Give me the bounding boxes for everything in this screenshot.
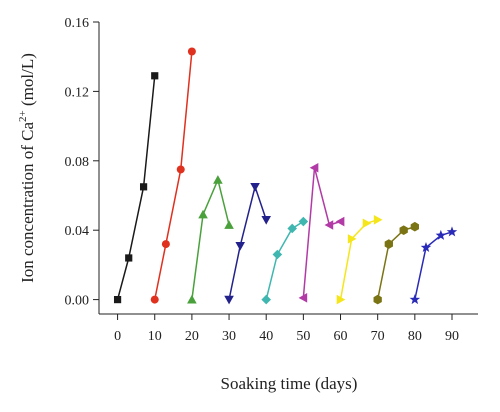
- y-tick-label: 0.04: [65, 224, 90, 239]
- data-point-triangle-down: [224, 295, 234, 305]
- series-6: [298, 162, 345, 303]
- data-point-triangle-down: [250, 182, 260, 192]
- series-line: [116, 75, 156, 300]
- series-line: [376, 226, 416, 300]
- data-point-triangle-left: [298, 293, 308, 303]
- data-point-circle: [161, 240, 170, 249]
- data-point-diamond: [287, 223, 298, 234]
- data-point-square: [151, 72, 159, 80]
- series-line: [228, 184, 267, 300]
- data-point-triangle-up: [224, 220, 234, 229]
- x-tick-label: 80: [408, 329, 422, 344]
- y-tick-label: 0.00: [65, 294, 90, 309]
- series-line: [265, 220, 304, 300]
- data-point-square: [125, 254, 133, 262]
- x-tick-label: 70: [371, 329, 385, 344]
- data-point-star: [446, 226, 458, 237]
- data-point-triangle-right: [347, 234, 357, 244]
- y-axis-title: Ion concentration of Ca2+ (mol/L): [17, 53, 37, 283]
- data-point-circle: [150, 295, 159, 304]
- axis-ticks: 0 10 20 30 40 50 60 70 80 90 0.00 0.04 0.08 0.12 0.16: [65, 16, 459, 344]
- x-tick-label: 40: [259, 329, 273, 344]
- data-point-star: [435, 229, 447, 240]
- data-point-triangle-left: [324, 220, 334, 230]
- x-axis-title: Soaking time (days): [221, 374, 358, 393]
- data-point-triangle-up: [198, 209, 208, 219]
- y-tick-label: 0.08: [65, 155, 90, 170]
- series-5: [261, 216, 309, 305]
- data-point-circle: [187, 47, 196, 56]
- y-axis-title-main: Ion concentration of Ca: [18, 121, 37, 282]
- x-tick-label: 20: [185, 329, 199, 344]
- x-tick-label: 30: [222, 329, 236, 344]
- data-point-hexagon: [410, 221, 419, 232]
- x-tick-label: 10: [148, 329, 162, 344]
- data-point-hexagon: [399, 225, 408, 235]
- series-line: [191, 177, 230, 300]
- series-1: [113, 72, 159, 304]
- y-axis-title-unit: (mol/L): [18, 53, 37, 110]
- series-line: [414, 231, 453, 300]
- series-line: [302, 167, 341, 298]
- data-point-star: [409, 294, 421, 305]
- series-line: [339, 219, 378, 300]
- y-axis-title-superscript: 2+: [17, 110, 29, 122]
- series-7: [336, 214, 383, 305]
- data-point-triangle-down: [235, 241, 245, 251]
- series-3: [187, 175, 234, 304]
- y-tick-label: 0.16: [65, 16, 90, 31]
- x-tick-label: 60: [334, 329, 348, 344]
- series-layer: [113, 47, 458, 305]
- series-9: [409, 226, 458, 305]
- data-point-triangle-right: [373, 214, 383, 225]
- series-line: [154, 51, 193, 300]
- data-point-triangle-left: [309, 162, 319, 173]
- data-point-triangle-up: [213, 175, 223, 184]
- series-8: [373, 221, 419, 305]
- data-point-hexagon: [373, 294, 382, 305]
- x-tick-label: 90: [445, 329, 459, 344]
- data-point-triangle-right: [336, 294, 346, 305]
- data-point-circle: [176, 165, 185, 174]
- data-point-triangle-right: [362, 218, 372, 229]
- data-point-triangle-left: [335, 216, 345, 227]
- y-tick-label: 0.12: [65, 85, 90, 100]
- data-point-square: [139, 183, 148, 191]
- data-point-diamond: [261, 294, 272, 305]
- data-point-square: [113, 295, 122, 304]
- data-point-hexagon: [384, 239, 393, 249]
- data-point-star: [420, 242, 432, 253]
- data-point-diamond: [298, 216, 309, 227]
- data-point-triangle-up: [187, 294, 197, 304]
- data-point-diamond: [272, 249, 283, 260]
- x-tick-label: 50: [296, 329, 310, 344]
- series-2: [150, 47, 196, 304]
- series-4: [224, 182, 272, 305]
- data-point-triangle-down: [261, 215, 272, 225]
- x-tick-label: 0: [114, 329, 121, 344]
